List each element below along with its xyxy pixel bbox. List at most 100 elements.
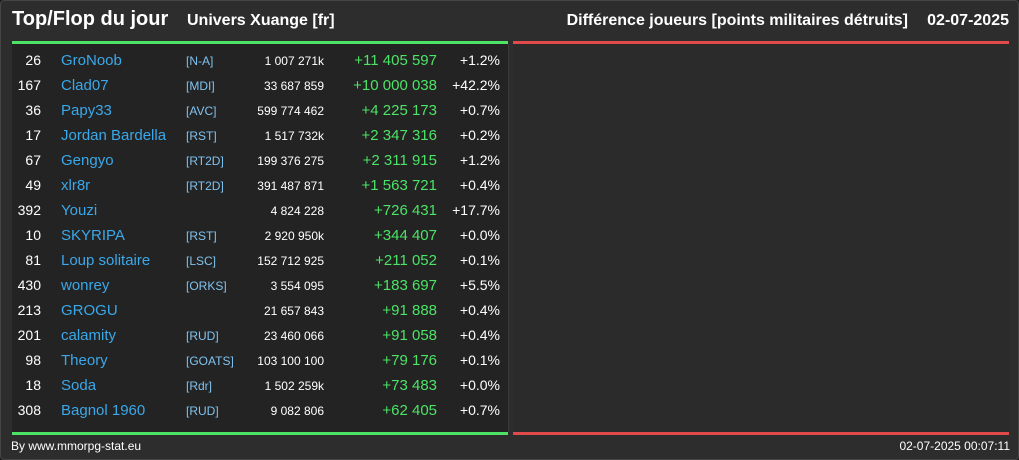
points-difference: +73 483: [382, 377, 437, 394]
points-difference: +2 347 316: [361, 127, 438, 144]
table-row: 17 Jordan Bardella [RST] 1 517 732k +2 347 3…: [1, 123, 521, 148]
percent-change: +5.5%: [459, 277, 500, 293]
percent-change: +42.2%: [452, 77, 500, 93]
player-rank: 26: [25, 52, 41, 68]
points-difference: +11 405 597: [354, 52, 437, 69]
percent-change: +0.0%: [459, 377, 500, 393]
percent-change: +0.4%: [459, 327, 500, 343]
alliance-tag-link[interactable]: [RST]: [186, 229, 217, 243]
points-difference: +79 176: [382, 352, 437, 369]
points-difference: +211 052: [375, 252, 437, 269]
points-difference: +2 311 915: [362, 152, 437, 169]
percent-change: +1.2%: [459, 52, 500, 68]
player-name-link[interactable]: Clad07: [61, 77, 109, 94]
table-row: 26 GroNoob [N-A] 1 007 271k +11 405 597 +1.2%: [1, 48, 521, 73]
alliance-tag-link[interactable]: [MDI]: [186, 79, 215, 93]
percent-change: +0.2%: [459, 127, 500, 143]
player-points: 599 774 462: [257, 104, 324, 118]
alliance-tag-link[interactable]: [RST]: [186, 129, 217, 143]
table-row: 308 Bagnol 1960 [RUD] 9 082 806 +62 405 +0.7%: [1, 398, 521, 423]
percent-change: +0.4%: [459, 302, 500, 318]
table-row: 49 xlr8r [RT2D] 391 487 871 +1 563 721 +0.4%: [1, 173, 521, 198]
player-name-link[interactable]: GROGU: [61, 302, 118, 319]
player-name-link[interactable]: Bagnol 1960: [61, 402, 146, 419]
player-rank: 392: [17, 202, 41, 218]
percent-change: +0.4%: [459, 177, 500, 193]
percent-change: +0.1%: [459, 352, 500, 368]
generated-timestamp: 02-07-2025 00:07:11: [899, 439, 1010, 453]
table-row: 36 Papy33 [AVC] 599 774 462 +4 225 173 +0.7%: [1, 98, 521, 123]
percent-change: +1.2%: [459, 152, 500, 168]
table-row: 98 Theory [GOATS] 103 100 100 +79 176 +0.1%: [1, 348, 521, 373]
flop-divider-top: [513, 41, 1009, 44]
player-points: 9 082 806: [270, 404, 324, 418]
player-points: 1 517 732k: [264, 129, 324, 143]
alliance-tag-link[interactable]: [RUD]: [186, 329, 219, 343]
site-credit: By www.mmorpg-stat.eu: [11, 439, 142, 453]
top-divider-top: [12, 41, 508, 44]
alliance-tag-link[interactable]: [Rdr]: [186, 379, 213, 393]
player-points: 199 376 275: [257, 154, 324, 168]
player-name-link[interactable]: Soda: [61, 377, 97, 394]
player-rank: 213: [17, 302, 41, 318]
alliance-tag-link[interactable]: [RT2D]: [186, 179, 224, 193]
table-row: 201 calamity [RUD] 23 460 066 +91 058 +0.4%: [1, 323, 521, 348]
table-row: 81 Loup solitaire [LSC] 152 712 925 +211 052…: [1, 248, 521, 273]
player-name-link[interactable]: Theory: [61, 352, 108, 369]
table-row: 18 Soda [Rdr] 1 502 259k +73 483 +0.0%: [1, 373, 521, 398]
player-points: 4 824 228: [270, 204, 324, 218]
alliance-tag-link[interactable]: [ORKS]: [186, 279, 227, 293]
points-difference: +91 058: [382, 327, 437, 344]
top-panel: [12, 44, 509, 432]
player-name-link[interactable]: SKYRIPA: [61, 227, 125, 244]
player-rank: 49: [25, 177, 41, 193]
points-difference: +726 431: [374, 202, 437, 219]
player-points: 103 100 100: [257, 354, 324, 368]
player-name-link[interactable]: GroNoob: [61, 52, 122, 69]
percent-change: +0.7%: [459, 102, 500, 118]
ranking-subtitle: Différence joueurs [points militaires dé…: [566, 12, 908, 29]
player-name-link[interactable]: Papy33: [61, 102, 112, 119]
player-rank: 67: [25, 152, 41, 168]
player-name-link[interactable]: calamity: [61, 327, 117, 344]
player-points: 23 460 066: [263, 329, 324, 343]
player-name-link[interactable]: wonrey: [61, 277, 110, 294]
alliance-tag-link[interactable]: [LSC]: [186, 254, 217, 268]
alliance-tag-link[interactable]: [N-A]: [186, 54, 214, 68]
top-divider-bottom: [12, 432, 508, 435]
player-points: 391 487 871: [257, 179, 324, 193]
player-name-link[interactable]: Gengyo: [61, 152, 114, 169]
player-rank: 17: [25, 127, 41, 143]
alliance-tag-link[interactable]: [GOATS]: [186, 354, 234, 368]
points-difference: +183 697: [374, 277, 437, 294]
table-row: 10 SKYRIPA [RST] 2 920 950k +344 407 +0.0%: [1, 223, 521, 248]
percent-change: +0.0%: [459, 227, 500, 243]
player-name-link[interactable]: Jordan Bardella: [61, 127, 167, 144]
points-difference: +62 405: [382, 402, 437, 419]
player-rank: 18: [25, 377, 41, 393]
percent-change: +17.7%: [452, 202, 500, 218]
player-name-link[interactable]: xlr8r: [61, 177, 91, 194]
percent-change: +0.7%: [459, 402, 500, 418]
alliance-tag-link[interactable]: [AVC]: [186, 104, 217, 118]
player-rank: 98: [25, 352, 41, 368]
flop-divider-bottom: [513, 432, 1009, 435]
player-rank: 430: [17, 277, 41, 293]
alliance-tag-link[interactable]: [RT2D]: [186, 154, 224, 168]
player-rank: 308: [17, 402, 41, 418]
table-row: 167 Clad07 [MDI] 33 687 859 +10 000 038 +42.2…: [1, 73, 521, 98]
alliance-tag-link[interactable]: [RUD]: [186, 404, 219, 418]
table-row: 392 Youzi 4 824 228 +726 431 +17.7%: [1, 198, 521, 223]
points-difference: +344 407: [374, 227, 437, 244]
player-points: 1 007 271k: [264, 54, 324, 68]
table-row: 67 Gengyo [RT2D] 199 376 275 +2 311 915 +1.2%: [1, 148, 521, 173]
player-name-link[interactable]: Loup solitaire: [61, 252, 151, 269]
universe-label: Univers Xuange [fr]: [187, 12, 335, 29]
percent-change: +0.1%: [459, 252, 500, 268]
player-name-link[interactable]: Youzi: [61, 202, 98, 219]
player-rank: 201: [17, 327, 41, 343]
points-difference: +91 888: [382, 302, 437, 319]
player-points: 21 657 843: [263, 304, 324, 318]
player-rank: 10: [25, 227, 41, 243]
